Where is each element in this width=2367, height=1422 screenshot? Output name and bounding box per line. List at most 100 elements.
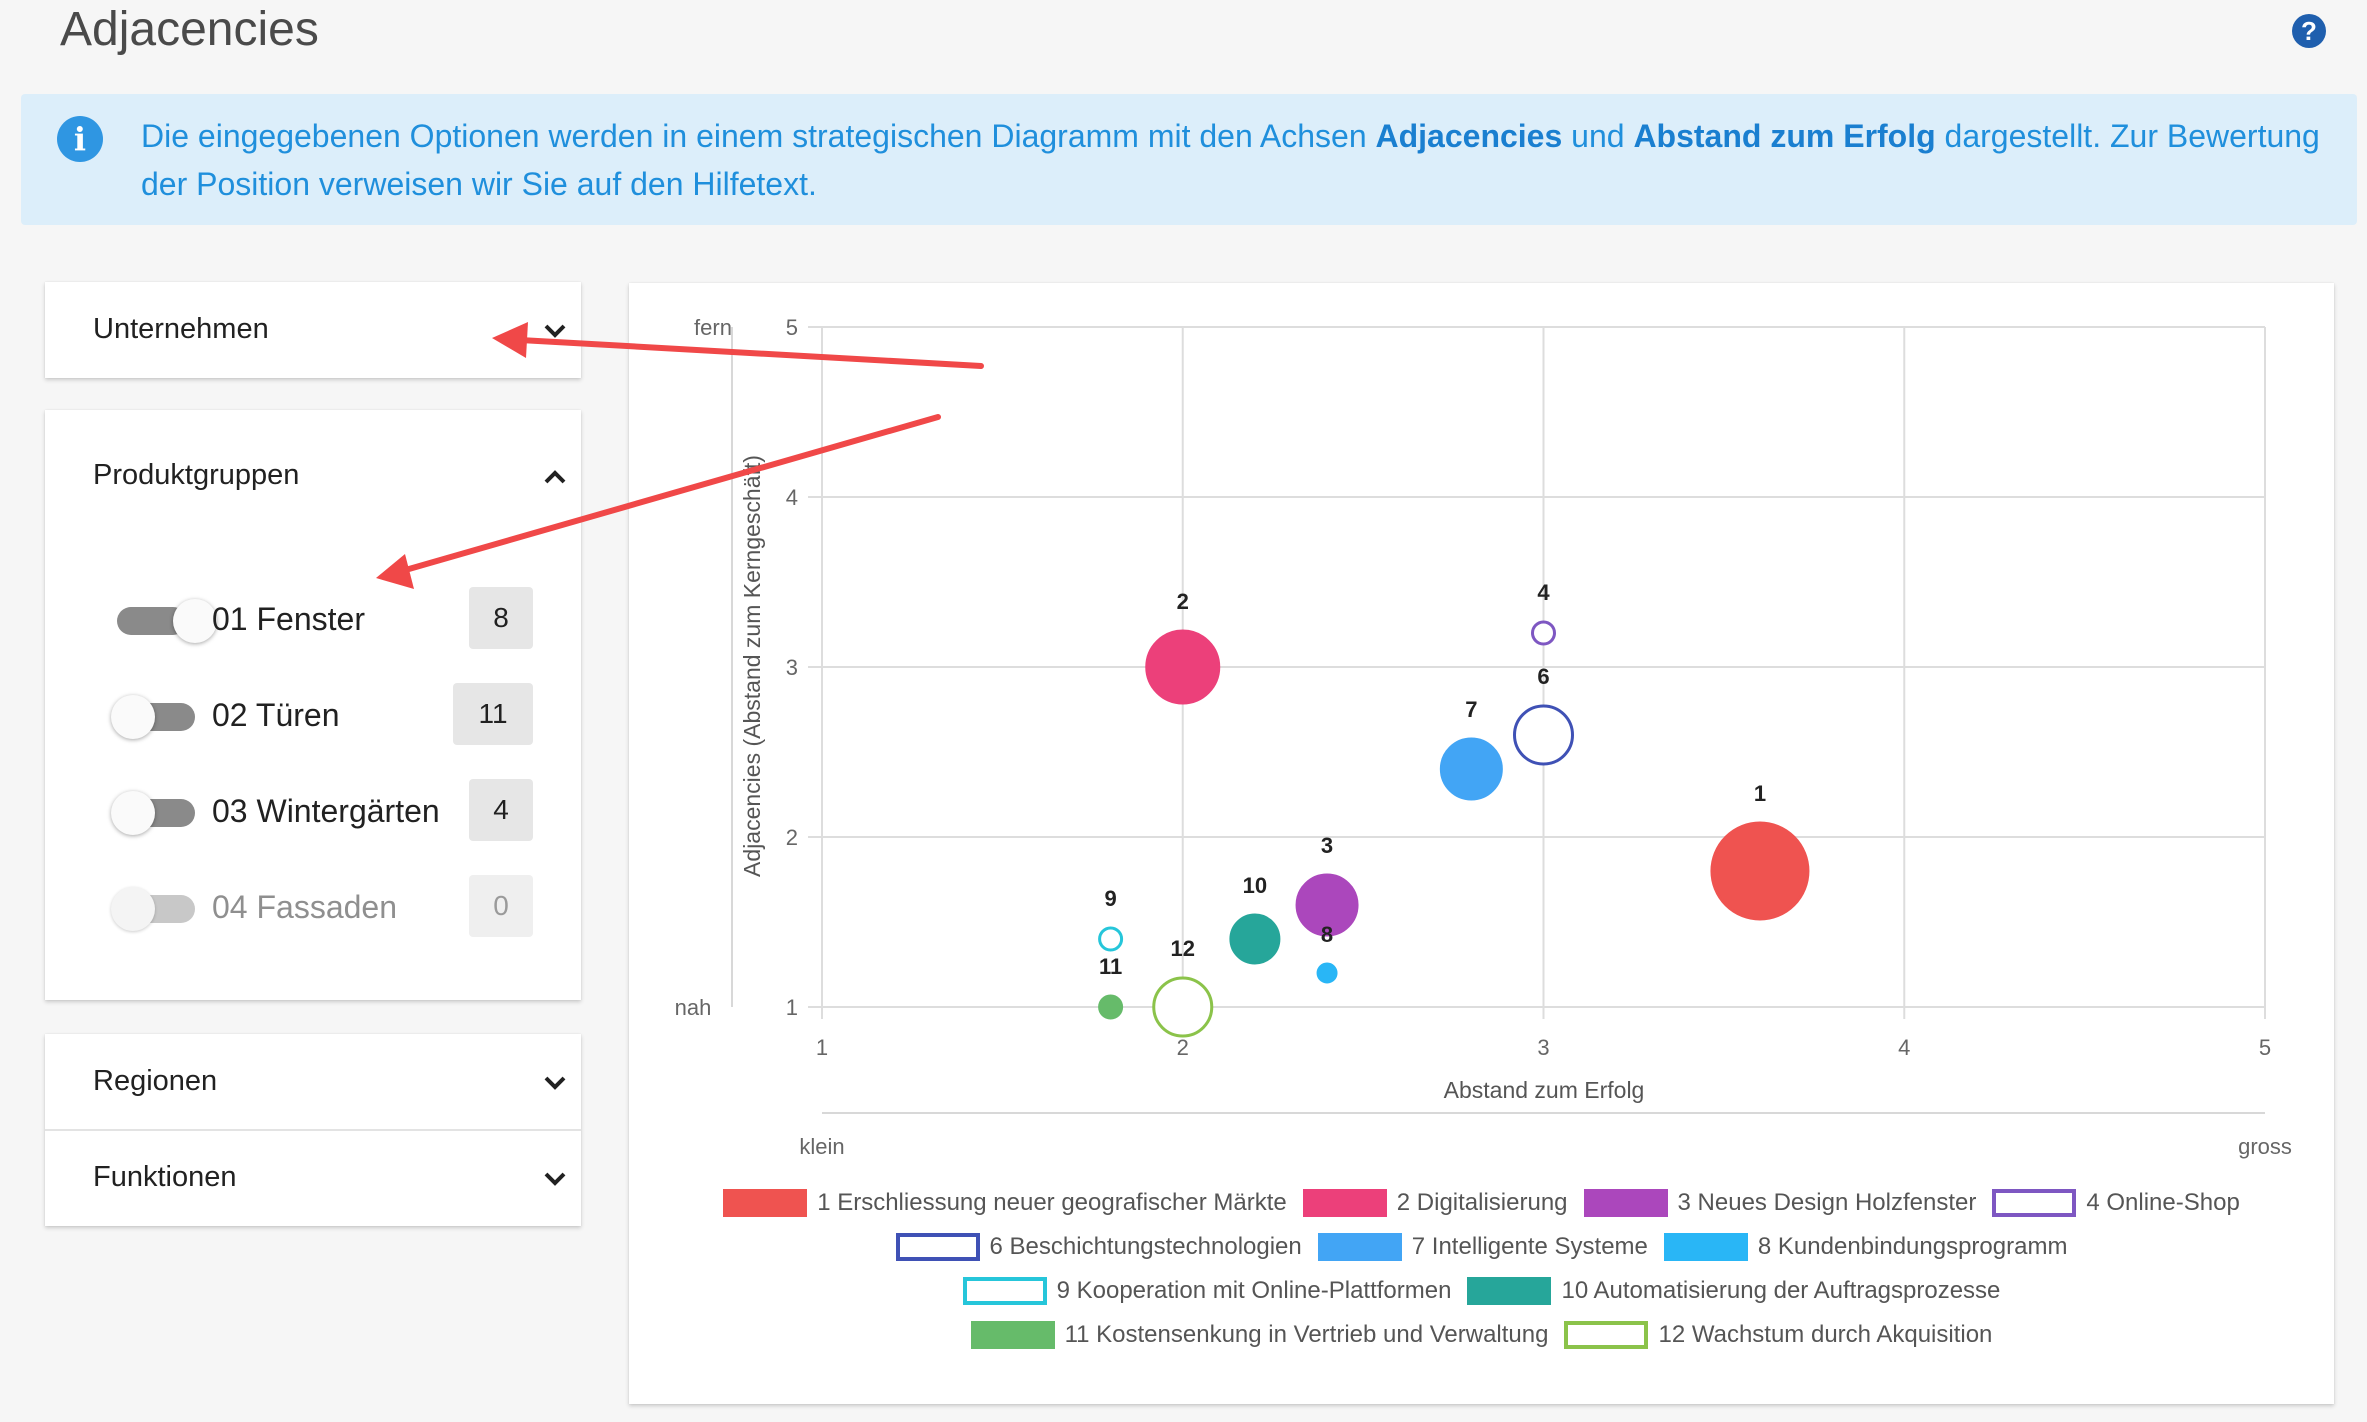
info-banner: i Die eingegebenen Optionen werden in ei…: [21, 94, 2357, 225]
chevron-up-icon[interactable]: [535, 457, 575, 497]
legend-swatch: [1317, 1233, 1402, 1261]
legend-item[interactable]: 7 Intelligente Systeme: [1317, 1233, 1648, 1261]
legend-item[interactable]: 11 Kostensenkung in Vertrieb und Verwalt…: [970, 1321, 1549, 1349]
y-tick-label: 3: [786, 655, 798, 680]
panel-funktionen[interactable]: Funktionen: [45, 1130, 581, 1226]
bubble-point: [1316, 962, 1338, 984]
chevron-down-icon[interactable]: [535, 311, 575, 351]
bubble-point: [1531, 620, 1556, 646]
info-text: Die eingegebenen Optionen werden in eine…: [141, 112, 2321, 208]
panel-regionen[interactable]: Regionen: [45, 1034, 581, 1130]
toggle-knob[interactable]: [111, 791, 155, 835]
info-text-axis-adjacencies: Adjacencies: [1375, 118, 1563, 154]
product-group-item: 01 Fenster 8: [45, 587, 581, 651]
count-badge: 4: [469, 779, 533, 841]
chart-legend: 1 Erschliessung neuer geografischer Märk…: [629, 1181, 2334, 1357]
bubble-point: [1229, 913, 1281, 965]
toggle-knob[interactable]: [173, 599, 217, 643]
legend-item[interactable]: 8 Kundenbindungsprogramm: [1663, 1233, 2068, 1261]
legend-swatch: [1302, 1189, 1387, 1217]
y-end-label-high: fern: [694, 315, 732, 340]
x-tick-label: 4: [1898, 1035, 1910, 1060]
bubble-label: 1: [1754, 781, 1766, 806]
legend-label: 11 Kostensenkung in Vertrieb und Verwalt…: [1064, 1321, 1549, 1348]
y-tick-label: 1: [786, 995, 798, 1020]
legend-swatch: [1992, 1189, 2077, 1217]
legend-label: 8 Kundenbindungsprogramm: [1757, 1233, 2068, 1260]
legend-item[interactable]: 6 Beschichtungstechnologien: [895, 1233, 1302, 1261]
legend-row: 9 Kooperation mit Online-Plattformen 10 A…: [629, 1269, 2334, 1313]
bubble-point: [1098, 926, 1124, 952]
legend-label: 2 Digitalisierung: [1396, 1189, 1568, 1216]
bubble-label: 8: [1321, 922, 1333, 947]
legend-item[interactable]: 12 Wachstum durch Akquisition: [1564, 1321, 1992, 1349]
legend-label: 12 Wachstum durch Akquisition: [1658, 1321, 1993, 1348]
bubble-point: [1152, 976, 1214, 1038]
panel-group-collapsed: Regionen Funktionen: [45, 1034, 581, 1226]
legend-swatch: [1583, 1189, 1668, 1217]
panel-unternehmen[interactable]: Unternehmen: [45, 282, 581, 378]
legend-swatch: [895, 1233, 980, 1261]
panel-produktgruppen: Produktgruppen 01 Fenster 8 02 Türen 11 …: [45, 410, 581, 1000]
legend-swatch: [1663, 1233, 1748, 1261]
chevron-down-icon[interactable]: [535, 1063, 575, 1103]
legend-row: 6 Beschichtungstechnologien 7 Intelligent…: [629, 1225, 2334, 1269]
product-group-item: 02 Türen 11: [45, 683, 581, 747]
legend-swatch: [1564, 1321, 1649, 1349]
x-tick-label: 3: [1537, 1035, 1549, 1060]
x-tick-label: 1: [816, 1035, 828, 1060]
legend-swatch: [723, 1189, 808, 1217]
product-group-label: 04 Fassaden: [212, 889, 398, 925]
bubble-label: 10: [1243, 873, 1267, 898]
legend-label: 9 Kooperation mit Online-Plattformen: [1056, 1277, 1452, 1304]
legend-label: 7 Intelligente Systeme: [1411, 1233, 1648, 1260]
legend-item[interactable]: 10 Automatisierung der Auftragsprozesse: [1467, 1277, 2000, 1305]
legend-swatch: [970, 1321, 1055, 1349]
bubble-point: [1295, 873, 1359, 937]
info-text-part: Die eingegebenen Optionen werden in eine…: [141, 118, 1376, 154]
legend-item[interactable]: 3 Neues Design Holzfenster: [1583, 1189, 1977, 1217]
legend-label: 3 Neues Design Holzfenster: [1677, 1189, 1977, 1216]
product-group-label: 02 Türen: [212, 697, 340, 733]
x-end-label-low: klein: [799, 1134, 844, 1159]
chevron-down-icon[interactable]: [535, 1159, 575, 1199]
legend-label: 4 Online-Shop: [2086, 1189, 2240, 1216]
legend-swatch: [962, 1277, 1047, 1305]
legend-item[interactable]: 2 Digitalisierung: [1302, 1189, 1568, 1217]
product-group-label: 01 Fenster: [212, 601, 365, 637]
panel-produktgruppen-label[interactable]: Produktgruppen: [93, 459, 300, 491]
legend-row: 11 Kostensenkung in Vertrieb und Verwalt…: [629, 1313, 2334, 1357]
info-text-part: und: [1562, 118, 1634, 154]
bubble-label: 12: [1171, 936, 1195, 961]
legend-label: 6 Beschichtungstechnologien: [989, 1233, 1302, 1260]
x-tick-label: 2: [1177, 1035, 1189, 1060]
panel-divider: [45, 1129, 581, 1131]
panel-regionen-label: Regionen: [93, 1065, 218, 1097]
bubble-point: [1098, 994, 1124, 1020]
toggle-knob[interactable]: [111, 695, 155, 739]
y-end-label-low: nah: [675, 995, 712, 1020]
page-title: Adjacencies: [60, 3, 319, 56]
product-group-item: 04 Fassaden 0: [45, 875, 581, 939]
bubble-point: [1710, 821, 1810, 921]
bubble-point: [1439, 737, 1503, 801]
count-badge: 0: [469, 875, 533, 937]
bubble-label: 2: [1177, 589, 1189, 614]
y-axis-title: Adjacencies (Abstand zum Kerngeschäft): [739, 455, 765, 877]
y-tick-label: 2: [786, 825, 798, 850]
legend-swatch: [1467, 1277, 1552, 1305]
legend-item[interactable]: 1 Erschliessung neuer geografischer Märk…: [723, 1189, 1287, 1217]
count-badge: 11: [453, 683, 533, 745]
bubble-point: [1145, 629, 1221, 705]
info-text-axis-abstand: Abstand zum Erfolg: [1633, 118, 1936, 154]
bubble-label: 3: [1321, 833, 1333, 858]
bubble-label: 9: [1104, 886, 1116, 911]
help-icon[interactable]: ?: [2292, 14, 2326, 48]
bubble-label: 4: [1537, 580, 1550, 605]
legend-item[interactable]: 4 Online-Shop: [1992, 1189, 2240, 1217]
legend-item[interactable]: 9 Kooperation mit Online-Plattformen: [962, 1277, 1452, 1305]
bubble-point: [1513, 704, 1574, 766]
toggle-knob: [111, 887, 155, 931]
